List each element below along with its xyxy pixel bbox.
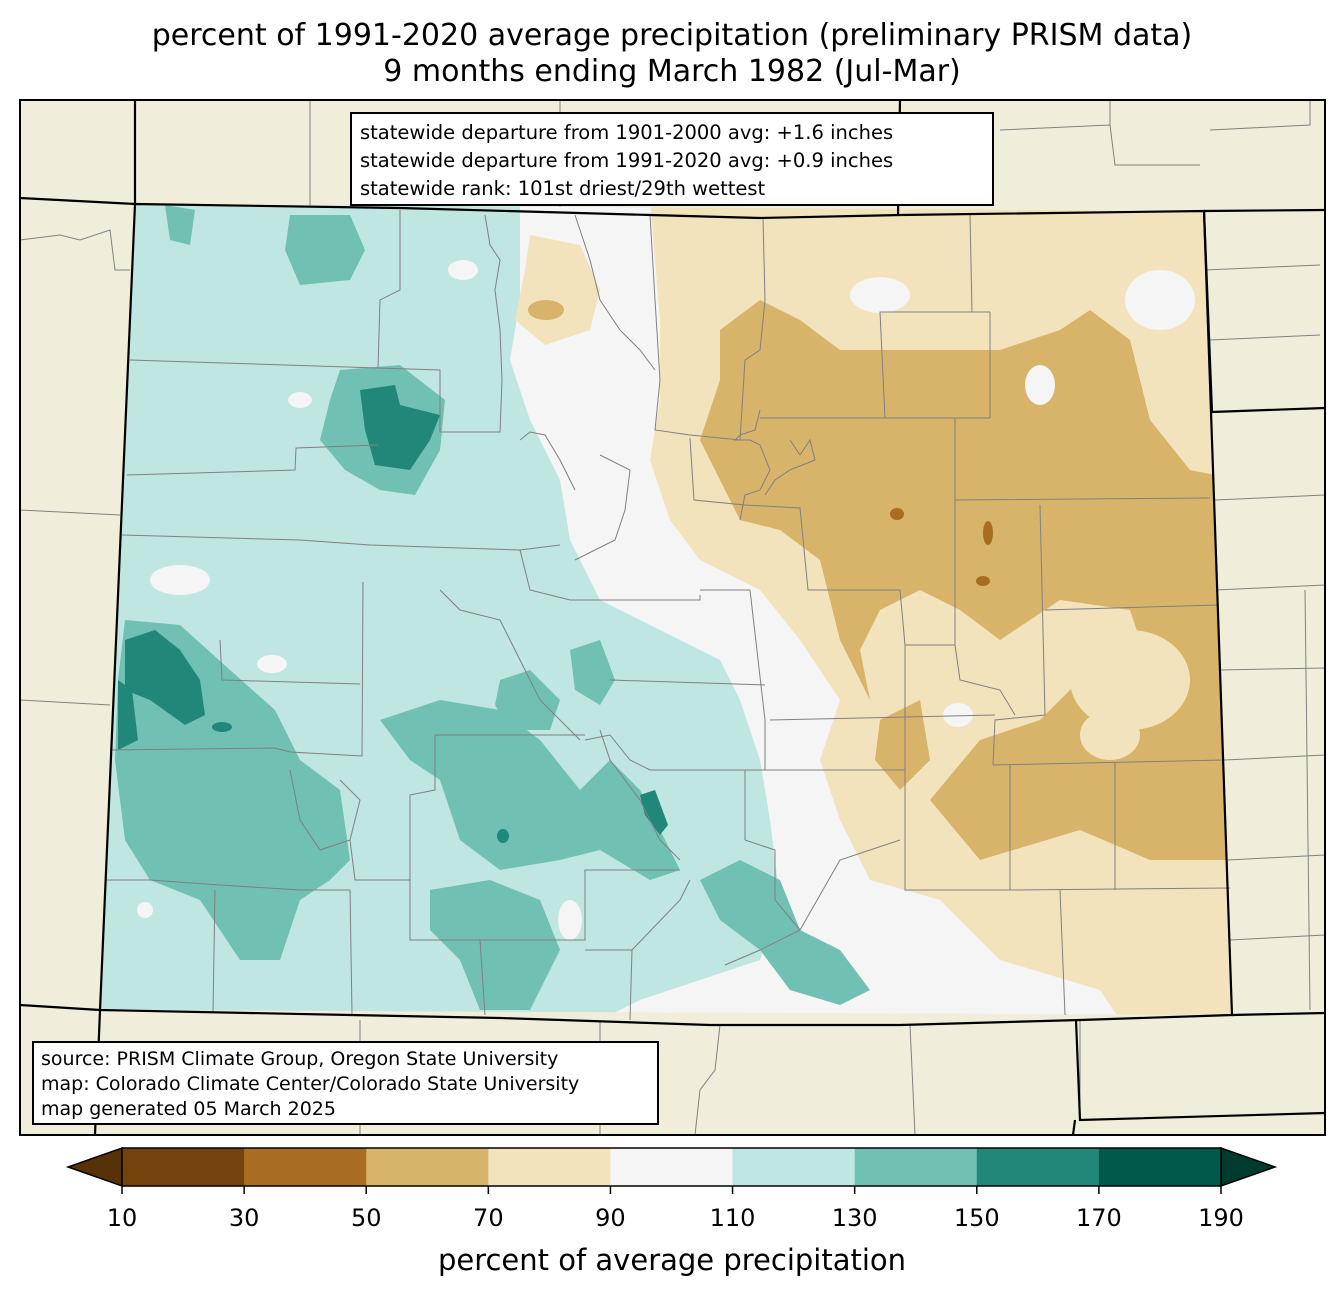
colorbar-bin: [732, 1148, 856, 1186]
stat-departure-1901-2000: statewide departure from 1901-2000 avg: …: [360, 121, 894, 144]
field-150-170: [360, 385, 440, 470]
map-title-line1: percent of 1991-2020 average precipitati…: [151, 18, 1193, 53]
generated-date-line: map generated 05 March 2025: [41, 1098, 336, 1120]
field-90-110-hole: [288, 392, 312, 408]
colorbar-title: percent of average precipitation: [437, 1243, 907, 1277]
colorbar-tick-label: 110: [709, 1204, 756, 1232]
field-90-110-hole: [558, 900, 582, 940]
colorbar-tick-label: 10: [106, 1204, 138, 1232]
field-150-170: [640, 790, 668, 835]
colorbar-bin: [366, 1148, 489, 1186]
colorbar-tick-label: 70: [473, 1204, 504, 1232]
map-frame-border: [19, 99, 1326, 1136]
source-line: source: PRISM Climate Group, Oregon Stat…: [41, 1048, 559, 1070]
field-130-150: [380, 700, 680, 880]
colorbar-tick-label: 170: [1075, 1204, 1122, 1232]
field-150-170: [118, 680, 138, 750]
field-150-170: [125, 630, 205, 725]
field-70-90-hole: [1080, 710, 1140, 760]
colorado-border: [98, 202, 1234, 1027]
field-90-110-hole: [943, 703, 973, 727]
field-70-90-hole: [1070, 630, 1190, 730]
colorbar-tick-label: 50: [350, 1204, 382, 1232]
field-150-170: [212, 722, 232, 732]
colorbar-bin: [610, 1148, 734, 1186]
colorbar-bin: [122, 1148, 245, 1186]
field-90-110-hole: [850, 277, 910, 313]
colorbar-bin: [854, 1148, 978, 1186]
colorado-county-lines: [105, 210, 1231, 1021]
colorbar-tick-label: 150: [953, 1204, 1000, 1232]
field-90-110-hole: [448, 260, 478, 280]
field-150-170: [497, 829, 509, 843]
field-50-70-nw: [528, 300, 564, 320]
field-90-110-hole: [150, 565, 210, 595]
source-box: source: PRISM Climate Group, Oregon Stat…: [32, 1041, 659, 1125]
field-30-50: [976, 576, 990, 586]
field-130-150: [700, 860, 870, 1005]
stat-departure-1991-2020: statewide departure from 1991-2020 avg: …: [360, 149, 894, 172]
field-130-150: [285, 215, 365, 285]
colorbar-bin: [488, 1148, 611, 1186]
colorbar-tick-label: 130: [831, 1204, 878, 1232]
field-130-150: [165, 205, 195, 245]
field-130-150: [495, 670, 560, 730]
colorbar-tick-label: 90: [595, 1204, 626, 1232]
colorbar-under-arrow: [65, 1146, 123, 1188]
colorbar-over-arrow: [1220, 1146, 1278, 1188]
field-130-150: [430, 880, 560, 1010]
colorbar-outline: [121, 1147, 1222, 1187]
field-50-70-south: [875, 700, 930, 790]
field-90-110-hole: [257, 655, 287, 673]
colorbar-bin: [1098, 1148, 1222, 1186]
field-30-50: [983, 521, 993, 545]
colorbar-bin: [244, 1148, 367, 1186]
stat-rank: statewide rank: 101st driest/29th wettes…: [360, 177, 766, 200]
field-30-50: [890, 508, 904, 520]
colorbar: [65, 1146, 1278, 1194]
statewide-stats-box: statewide departure from 1901-2000 avg: …: [350, 112, 994, 206]
field-90-110-hole: [137, 902, 153, 918]
field-90-110-hole: [1025, 365, 1055, 405]
map-title-line2: 9 months ending March 1982 (Jul-Mar): [383, 54, 961, 89]
state-borders: [20, 100, 1325, 1135]
colorbar-tick-label: 190: [1198, 1204, 1244, 1232]
field-130-150: [570, 640, 615, 705]
colorbar-bin: [976, 1148, 1100, 1186]
colorbar-tick-label: 30: [228, 1204, 260, 1232]
map-credit-line: map: Colorado Climate Center/Colorado St…: [41, 1073, 580, 1095]
field-90-110-hole: [1125, 270, 1195, 330]
